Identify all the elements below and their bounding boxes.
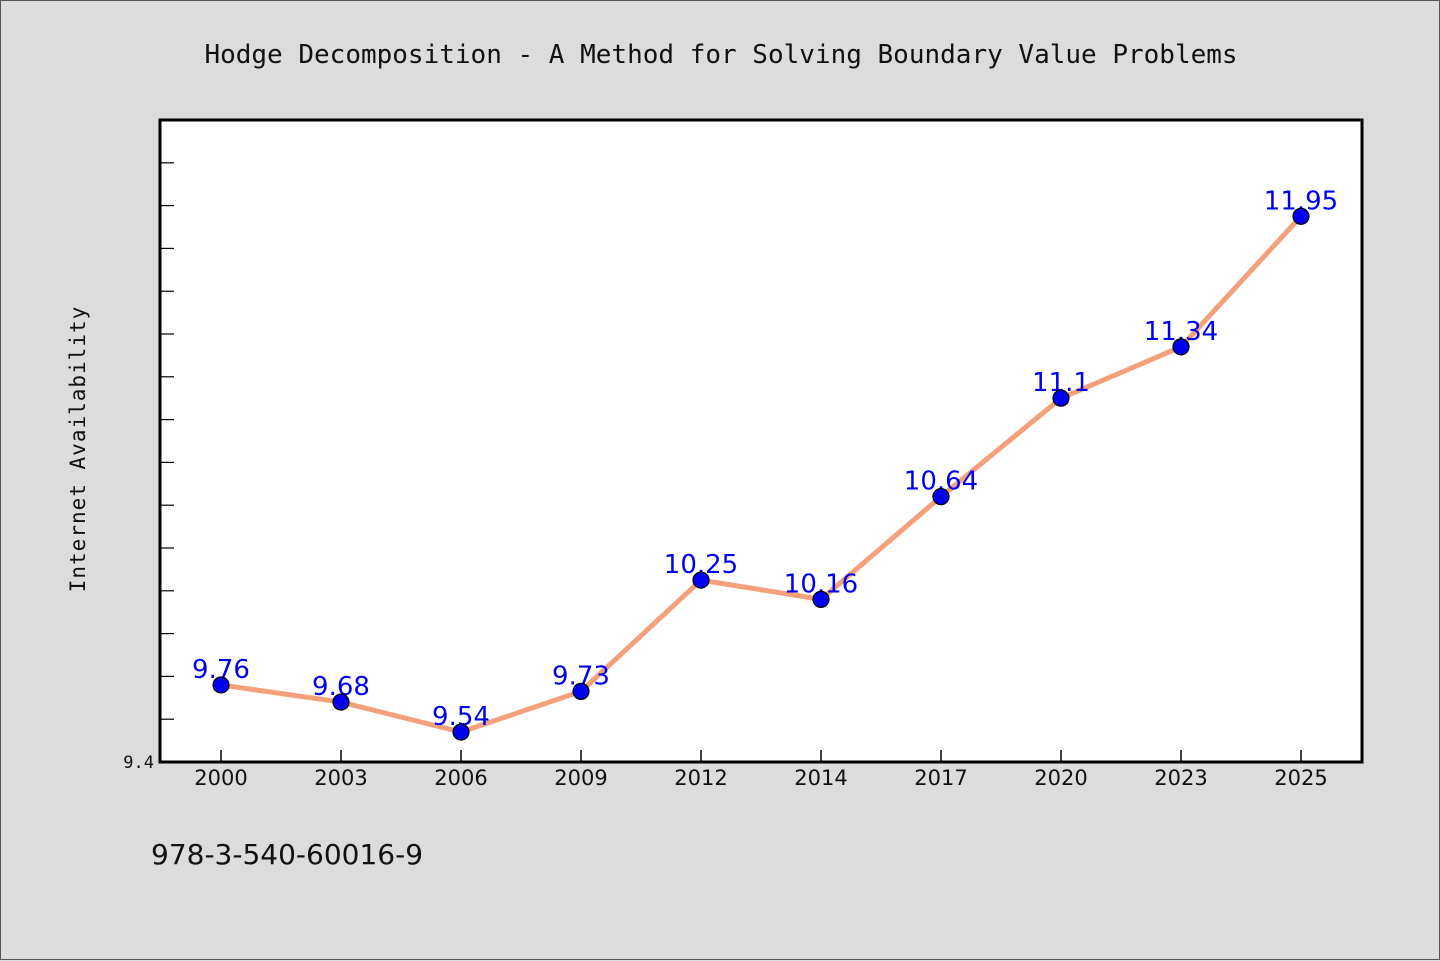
data-point [812, 590, 830, 608]
data-points [212, 207, 1310, 741]
x-tick-label: 2009 [554, 766, 607, 790]
x-tick-label: 2006 [434, 766, 487, 790]
plot-area [158, 118, 1364, 764]
x-tick-label: 2003 [314, 766, 367, 790]
data-point [212, 676, 230, 694]
data-point [692, 571, 710, 589]
chart-title: Hodge Decomposition - A Method for Solvi… [204, 40, 1237, 70]
y-axis-ticks [160, 162, 174, 720]
data-point [1052, 389, 1070, 407]
x-axis-ticks [220, 750, 1302, 762]
x-tick-label: 2012 [674, 766, 727, 790]
x-axis-tick-labels: 2000 2003 2006 2009 2012 2014 2017 2020 2023 2025 [194, 766, 1327, 790]
series-line [218, 213, 1304, 735]
x-tick-label: 2023 [1154, 766, 1207, 790]
data-point [1292, 207, 1310, 225]
data-point [572, 682, 590, 700]
data-point [932, 488, 950, 506]
y-axis-tick-labels: 9.4 [123, 753, 154, 773]
data-point [332, 693, 350, 711]
x-tick-label: 2017 [914, 766, 967, 790]
x-tick-label: 2020 [1034, 766, 1087, 790]
isbn-code: 978-3-540-60016-9 [151, 838, 423, 871]
x-tick-label: 2025 [1274, 766, 1327, 790]
x-tick-label: 2014 [794, 766, 847, 790]
y-tick-label: 9.4 [123, 753, 154, 773]
y-axis-label: Internet Availability [66, 306, 90, 593]
data-point [1172, 338, 1190, 356]
x-tick-label: 2000 [194, 766, 247, 790]
data-point [452, 723, 470, 741]
